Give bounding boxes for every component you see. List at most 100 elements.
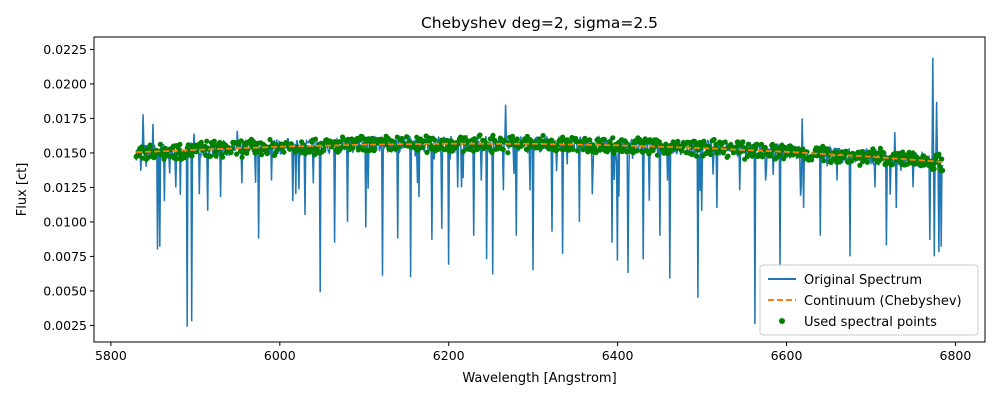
used-point (505, 150, 511, 156)
y-tick-label: 0.0025 (43, 318, 87, 333)
used-point (220, 154, 226, 160)
used-point (889, 161, 896, 168)
plot-frame (93, 36, 986, 343)
used-point (701, 138, 707, 144)
used-point (238, 138, 244, 144)
used-point (335, 149, 341, 155)
used-point (601, 136, 608, 142)
used-point (693, 153, 700, 159)
used-point (777, 152, 783, 158)
used-point (634, 148, 640, 154)
y-tick-label: 0.0125 (43, 180, 87, 195)
used-point (172, 152, 178, 158)
used-point (490, 132, 496, 138)
used-point (931, 166, 937, 172)
used-point (345, 136, 351, 142)
used-point (783, 152, 790, 158)
used-point (369, 135, 375, 141)
used-point (900, 149, 906, 155)
used-point (281, 149, 287, 155)
used-point (646, 151, 652, 157)
used-point (821, 158, 827, 164)
used-point (587, 137, 593, 143)
used-point (185, 142, 191, 148)
used-point (781, 156, 787, 162)
x-tick-label: 6200 (433, 348, 465, 363)
used-point (514, 136, 520, 142)
used-point (939, 156, 945, 162)
legend-swatch-used-points (779, 318, 785, 324)
used-point (312, 136, 319, 142)
used-point (864, 159, 871, 165)
y-tick-label: 0.0075 (43, 249, 87, 264)
legend: Original Spectrum Continuum (Chebyshev) … (759, 264, 979, 336)
used-point (363, 147, 369, 153)
used-point (610, 135, 616, 141)
used-point (320, 147, 326, 153)
used-point (424, 149, 430, 155)
used-point (740, 139, 746, 145)
used-point (419, 144, 425, 150)
used-point (157, 141, 163, 147)
used-point (471, 136, 477, 142)
used-point (540, 132, 546, 139)
used-point (469, 143, 475, 149)
used-point (574, 148, 581, 154)
used-point (399, 135, 405, 142)
used-point (570, 146, 576, 152)
used-point (940, 167, 946, 174)
used-point (654, 152, 661, 158)
used-point (147, 142, 153, 148)
used-point (509, 133, 516, 139)
used-point (930, 162, 936, 168)
y-tick-label: 0.0100 (43, 214, 87, 229)
used-point (204, 138, 210, 144)
used-point (675, 138, 681, 144)
used-point (356, 144, 362, 151)
used-point (174, 156, 180, 162)
x-tick-label: 6400 (602, 348, 634, 363)
used-point (460, 149, 466, 155)
used-point (213, 153, 219, 159)
used-point (177, 141, 183, 147)
used-point (745, 141, 752, 147)
used-point (234, 151, 240, 157)
legend-label-original-spectrum: Original Spectrum (804, 273, 922, 288)
used-point (679, 145, 686, 151)
used-point (211, 138, 217, 144)
used-point (486, 143, 492, 149)
used-point (857, 162, 863, 168)
y-tick-label: 0.0150 (43, 145, 87, 160)
used-point (207, 153, 214, 159)
used-point (462, 135, 468, 141)
used-point (431, 137, 437, 143)
used-point (936, 151, 942, 157)
used-point (288, 141, 294, 147)
used-point (725, 153, 731, 159)
used-point (907, 160, 913, 166)
used-point (372, 146, 378, 152)
used-point (771, 143, 778, 149)
used-point (489, 149, 495, 156)
used-point (158, 152, 164, 158)
used-point (593, 149, 599, 156)
used-point (707, 151, 714, 158)
used-point (849, 158, 855, 164)
used-point (910, 150, 916, 156)
x-tick-label: 5800 (95, 348, 127, 363)
used-point (722, 139, 728, 145)
used-point (136, 153, 142, 159)
used-point (267, 136, 273, 143)
x-tick-label: 6600 (771, 348, 803, 363)
used-point (350, 145, 356, 151)
y-axis-label: Flux [ct] (15, 163, 30, 217)
used-point (404, 134, 410, 140)
y-tick-label: 0.0225 (43, 42, 87, 57)
y-tick-label: 0.0050 (43, 283, 87, 298)
y-tick-label: 0.0175 (43, 111, 87, 126)
used-point (711, 136, 717, 143)
used-point (189, 153, 195, 159)
used-point (239, 154, 245, 160)
used-point (250, 138, 256, 145)
